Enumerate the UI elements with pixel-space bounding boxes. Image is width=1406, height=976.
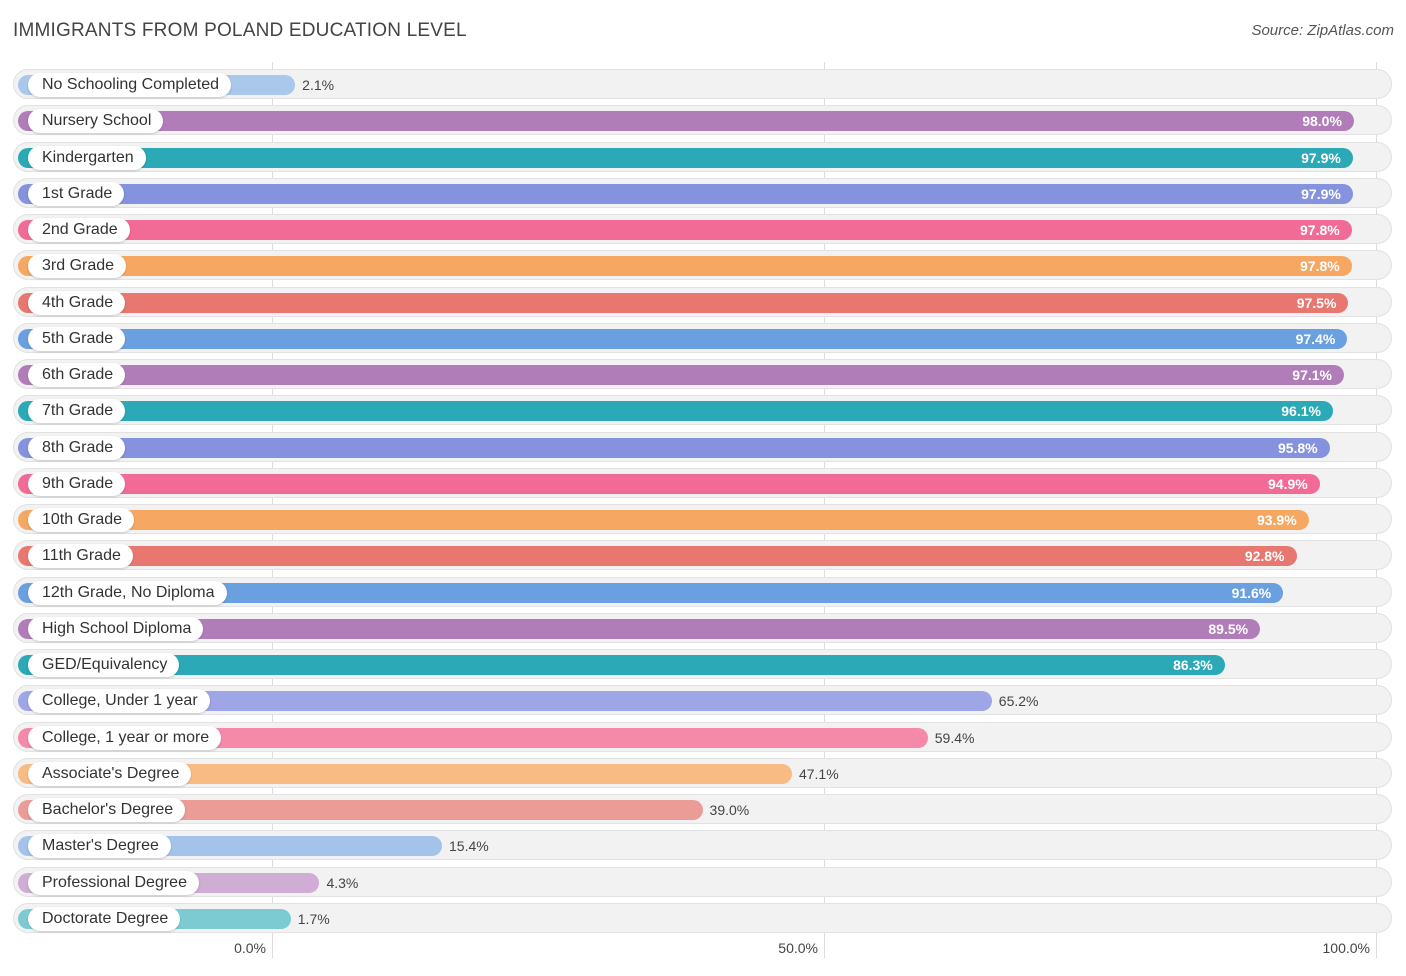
bar-row: 6th Grade 97.1%: [13, 359, 1392, 389]
x-tick-label: 100.0%: [1322, 940, 1370, 956]
category-label: 7th Grade: [28, 399, 126, 423]
bar-row: Professional Degree 4.3%: [13, 867, 1392, 897]
bar-row: Doctorate Degree 1.7%: [13, 903, 1392, 933]
category-label: 10th Grade: [28, 508, 135, 532]
bar-row: 5th Grade 97.4%: [13, 323, 1392, 353]
category-label: Nursery School: [28, 109, 164, 133]
category-label: 12th Grade, No Diploma: [28, 581, 227, 605]
value-label: 97.9%: [1301, 186, 1341, 202]
source-label: Source: ZipAtlas.com: [1251, 22, 1394, 39]
bar: [18, 111, 1354, 131]
value-label: 97.8%: [1300, 258, 1340, 274]
value-label: 39.0%: [709, 802, 750, 818]
bar-row: Kindergarten 97.9%: [13, 142, 1392, 172]
bar-row: 10th Grade 93.9%: [13, 504, 1392, 534]
value-label: 93.9%: [1256, 512, 1297, 528]
category-label: GED/Equivalency: [28, 653, 180, 677]
bar: [18, 148, 1353, 168]
category-label: 3rd Grade: [28, 254, 127, 278]
bar-row: 8th Grade 95.8%: [13, 432, 1392, 462]
chart-title: IMMIGRANTS FROM POLAND EDUCATION LEVEL: [13, 20, 467, 41]
bar: [18, 401, 1333, 421]
x-tick-label: 0.0%: [234, 940, 266, 956]
bar: [18, 728, 928, 748]
bar-row: Nursery School 98.0%: [13, 105, 1392, 135]
value-label: 95.8%: [1277, 440, 1318, 456]
category-label: 2nd Grade: [28, 218, 130, 242]
bar: [18, 583, 1284, 603]
value-label: 97.4%: [1295, 331, 1336, 347]
value-label: 96.1%: [1281, 403, 1321, 419]
bar-row: College, 1 year or more 59.4%: [13, 722, 1392, 752]
bar: [18, 800, 703, 820]
value-label: 97.9%: [1301, 150, 1341, 166]
bar: [18, 256, 1352, 276]
bar: [18, 546, 1297, 566]
category-label: 6th Grade: [28, 363, 126, 387]
category-label: Kindergarten: [28, 146, 146, 170]
value-label: 65.2%: [998, 693, 1039, 709]
category-label: 5th Grade: [28, 327, 126, 351]
value-label: 15.4%: [449, 838, 489, 854]
category-label: 8th Grade: [28, 436, 126, 460]
value-label: 97.8%: [1300, 222, 1340, 238]
bar-row: Associate's Degree 47.1%: [13, 758, 1392, 788]
bar: [18, 474, 1320, 494]
bar-row: 2nd Grade 97.8%: [13, 214, 1392, 244]
value-label: 91.6%: [1231, 585, 1272, 601]
value-label: 92.8%: [1244, 548, 1285, 564]
bar-row: Master's Degree 15.4%: [13, 830, 1392, 860]
value-label: 97.5%: [1296, 295, 1337, 311]
bar-row: 11th Grade 92.8%: [13, 540, 1392, 570]
bar: [18, 619, 1261, 639]
bar: [18, 220, 1352, 240]
bar-row: Bachelor's Degree 39.0%: [13, 794, 1392, 824]
category-label: No Schooling Completed: [28, 73, 231, 97]
bar-row: 12th Grade, No Diploma 91.6%: [13, 577, 1392, 607]
category-label: 4th Grade: [28, 291, 126, 315]
bar: [18, 365, 1344, 385]
bar: [18, 655, 1225, 675]
value-label: 86.3%: [1173, 657, 1213, 673]
bar: [18, 510, 1309, 530]
category-label: High School Diploma: [28, 617, 204, 641]
category-label: Master's Degree: [28, 834, 171, 858]
value-label: 4.3%: [326, 875, 359, 891]
category-label: Professional Degree: [28, 871, 199, 895]
value-label: 89.5%: [1208, 621, 1249, 637]
value-label: 98.0%: [1302, 113, 1342, 129]
bar: [18, 691, 992, 711]
bar: [18, 184, 1353, 204]
value-label: 1.7%: [297, 911, 330, 927]
category-label: College, 1 year or more: [28, 726, 222, 750]
bar: [18, 438, 1330, 458]
bar-row: GED/Equivalency 86.3%: [13, 649, 1392, 679]
x-tick-label: 50.0%: [778, 940, 818, 956]
value-label: 47.1%: [798, 766, 839, 782]
value-label: 97.1%: [1292, 367, 1332, 383]
bar-row: 4th Grade 97.5%: [13, 287, 1392, 317]
bar-row: 3rd Grade 97.8%: [13, 250, 1392, 280]
bar-row: 1st Grade 97.9%: [13, 178, 1392, 208]
bar-row: 7th Grade 96.1%: [13, 395, 1392, 425]
category-label: 9th Grade: [28, 472, 126, 496]
category-label: Associate's Degree: [28, 762, 192, 786]
category-label: Bachelor's Degree: [28, 798, 186, 822]
value-label: 2.1%: [302, 77, 335, 93]
bar: [18, 329, 1348, 349]
bar: [18, 293, 1349, 313]
bar: [18, 764, 792, 784]
bar-row: College, Under 1 year 65.2%: [13, 685, 1392, 715]
category-label: 1st Grade: [28, 182, 125, 206]
category-label: College, Under 1 year: [28, 689, 210, 713]
category-label: Doctorate Degree: [28, 907, 181, 931]
value-label: 59.4%: [934, 730, 975, 746]
bar-row: 9th Grade 94.9%: [13, 468, 1392, 498]
value-label: 94.9%: [1268, 476, 1308, 492]
bar-row: No Schooling Completed 2.1%: [13, 69, 1392, 99]
category-label: 11th Grade: [28, 544, 133, 568]
bar-row: High School Diploma 89.5%: [13, 613, 1392, 643]
